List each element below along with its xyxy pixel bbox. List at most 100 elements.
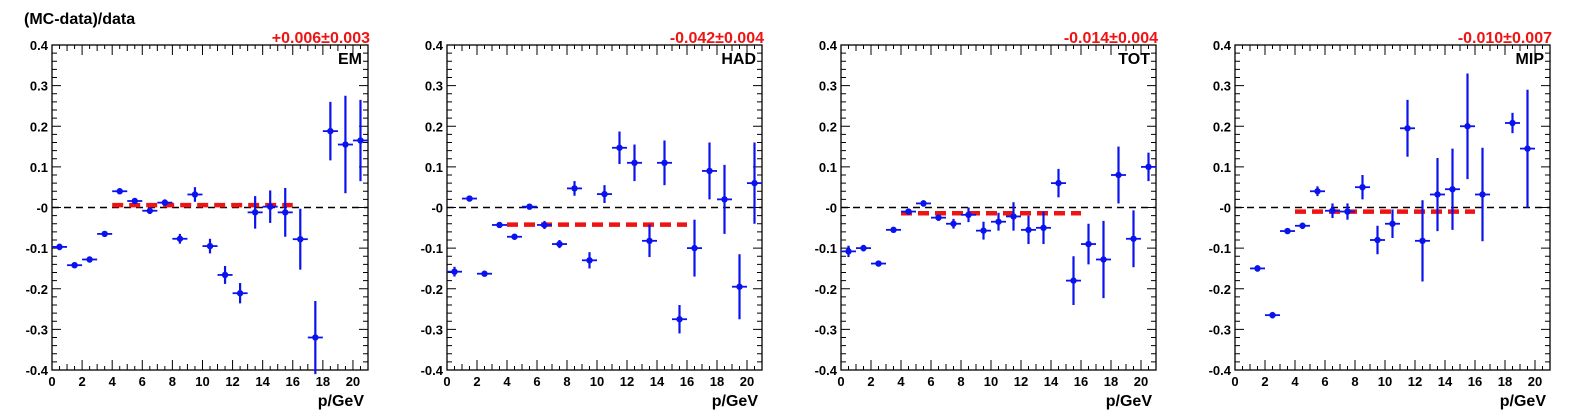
data-point bbox=[841, 245, 856, 258]
data-point bbox=[292, 208, 308, 270]
panel-em: -0.4 -0.3 -0.2 -0.1 -0 0.1 0.2 0.3 0.4 0 2 4 6 8 10 12 1… bbox=[26, 30, 371, 410]
marker bbox=[1085, 240, 1092, 248]
y-tick-label: -0 bbox=[825, 201, 837, 216]
data-point bbox=[1096, 220, 1111, 299]
marker bbox=[721, 196, 728, 203]
x-tick-label: 18 bbox=[710, 374, 724, 389]
data-point bbox=[447, 266, 462, 277]
data-point bbox=[747, 142, 762, 224]
y-tick-label: -0.1 bbox=[815, 241, 837, 256]
data-point bbox=[1400, 99, 1415, 157]
marker bbox=[526, 203, 533, 210]
marker bbox=[1269, 311, 1276, 319]
y-tick-label: -0 bbox=[36, 201, 48, 216]
data-point bbox=[492, 221, 507, 229]
x-tick-label: 6 bbox=[533, 374, 540, 389]
marker bbox=[1055, 179, 1062, 187]
y-tick-label: -0.3 bbox=[26, 322, 48, 337]
panel-mip: -0.4 -0.3 -0.2 -0.1 -0 0.1 0.2 0.3 0.4 0 2 4 6 8 10 12 1… bbox=[1209, 30, 1553, 410]
marker bbox=[251, 209, 259, 216]
x-tick-label: 20 bbox=[1528, 374, 1542, 389]
panel-label: EM bbox=[338, 51, 362, 68]
y-tick-label: -0.3 bbox=[1209, 322, 1231, 337]
marker bbox=[206, 242, 214, 250]
x-tick-label: 4 bbox=[109, 374, 117, 389]
data-point bbox=[901, 208, 916, 215]
panels: -0.4 -0.3 -0.2 -0.1 -0 0.1 0.2 0.3 0.4 0 2 4 6 8 10 12 1… bbox=[26, 30, 1553, 410]
x-tick-label: 10 bbox=[1378, 374, 1392, 389]
x-tick-label: 14 bbox=[1044, 374, 1059, 389]
y-tick-label: -0.3 bbox=[421, 322, 443, 337]
data-point bbox=[1370, 225, 1385, 255]
x-tick-label: 8 bbox=[1351, 374, 1358, 389]
y-tick-label: 0.4 bbox=[30, 38, 49, 53]
data-point bbox=[217, 266, 233, 284]
data-point bbox=[991, 212, 1006, 231]
x-tick-label: 8 bbox=[169, 374, 176, 389]
data-point bbox=[961, 207, 976, 223]
marker bbox=[541, 221, 548, 229]
marker bbox=[357, 137, 364, 144]
x-tick-label: 10 bbox=[195, 374, 209, 389]
marker bbox=[661, 159, 668, 167]
x-tick-label: 2 bbox=[473, 374, 480, 389]
marker bbox=[1070, 277, 1077, 284]
panel-label: TOT bbox=[1118, 51, 1150, 68]
marker bbox=[631, 159, 638, 167]
x-tick-label: 6 bbox=[1321, 374, 1328, 389]
marker bbox=[1359, 183, 1366, 191]
marker bbox=[327, 127, 334, 135]
data-point bbox=[886, 226, 901, 234]
data-point bbox=[127, 197, 143, 205]
marker bbox=[736, 283, 743, 290]
marker bbox=[1130, 235, 1137, 242]
panel-label: HAD bbox=[721, 51, 756, 68]
data-point bbox=[1126, 210, 1141, 268]
x-tick-label: 20 bbox=[1134, 374, 1148, 389]
data-point bbox=[1385, 209, 1400, 238]
y-tick-label: -0 bbox=[1219, 201, 1231, 216]
x-axis-title: p/GeV bbox=[1106, 393, 1153, 410]
y-tick-label: 0.3 bbox=[30, 79, 48, 94]
marker bbox=[965, 211, 972, 219]
x-tick-label: 18 bbox=[1104, 374, 1118, 389]
marker bbox=[1314, 188, 1321, 195]
y-tick-label: 0.1 bbox=[30, 160, 48, 175]
data-point bbox=[1141, 152, 1156, 182]
panel-had: -0.4 -0.3 -0.2 -0.1 -0 0.1 0.2 0.3 0.4 0 2 4 6 8 10 12 1… bbox=[421, 30, 765, 410]
fit-annotation: -0.010±0.007 bbox=[1458, 30, 1552, 47]
marker bbox=[1404, 125, 1411, 132]
y-tick-label: -0.2 bbox=[1209, 282, 1231, 297]
marker bbox=[935, 214, 942, 221]
data-point bbox=[337, 95, 353, 194]
marker bbox=[1449, 186, 1456, 193]
x-tick-label: 20 bbox=[740, 374, 754, 389]
y-tick-label: 0.1 bbox=[1213, 160, 1231, 175]
x-tick-label: 14 bbox=[1438, 374, 1453, 389]
data-point bbox=[1036, 211, 1051, 245]
marker bbox=[920, 200, 927, 207]
data-point bbox=[52, 243, 68, 251]
marker bbox=[1389, 220, 1396, 227]
data-point bbox=[1265, 311, 1280, 319]
y-tick-label: -0.1 bbox=[421, 241, 443, 256]
data-point bbox=[1081, 223, 1096, 265]
marker bbox=[601, 190, 608, 198]
data-point bbox=[567, 181, 582, 196]
data-point bbox=[946, 218, 961, 229]
data-point bbox=[702, 142, 717, 200]
x-tick-label: 8 bbox=[957, 374, 964, 389]
marker bbox=[161, 199, 169, 206]
data-point bbox=[1051, 168, 1066, 198]
x-tick-label: 2 bbox=[867, 374, 874, 389]
data-point bbox=[82, 256, 98, 263]
x-axis-title: p/GeV bbox=[1500, 393, 1547, 410]
marker bbox=[1419, 237, 1426, 245]
y-tick-label: 0.3 bbox=[1213, 79, 1231, 94]
y-tick-label: -0.2 bbox=[26, 282, 48, 297]
data-point bbox=[262, 190, 278, 223]
marker bbox=[1344, 208, 1351, 215]
data-point bbox=[112, 188, 128, 195]
x-tick-label: 12 bbox=[620, 374, 634, 389]
marker bbox=[1254, 265, 1261, 272]
